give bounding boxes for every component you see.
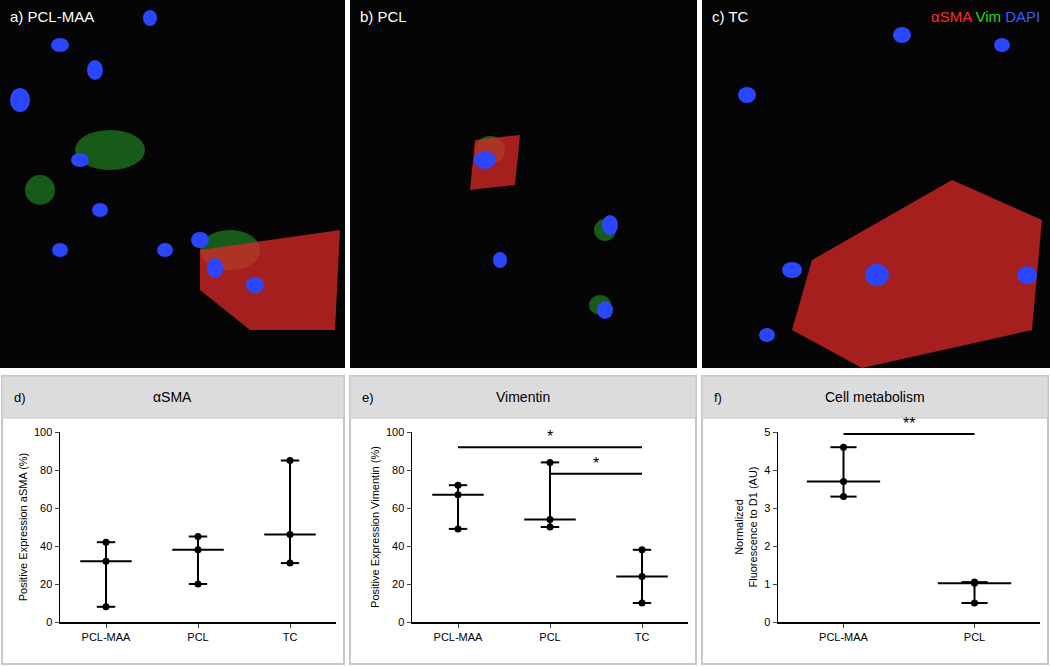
svg-text:**: ** [903, 415, 915, 432]
svg-text:80: 80 [40, 464, 52, 476]
svg-text:Cell metabolism: Cell metabolism [825, 389, 925, 405]
svg-text:1: 1 [764, 578, 770, 590]
svg-text:5: 5 [764, 426, 770, 438]
svg-text:*: * [593, 455, 599, 472]
svg-text:4: 4 [764, 464, 770, 476]
svg-text:40: 40 [392, 540, 404, 552]
svg-text:NormalizedFluorescence to D1 (: NormalizedFluorescence to D1 (AU) [733, 466, 759, 587]
svg-text:c) TC: c) TC [712, 8, 749, 25]
svg-text:αSMA: αSMA [153, 389, 192, 405]
svg-text:40: 40 [40, 540, 52, 552]
svg-text:3: 3 [764, 502, 770, 514]
svg-text:100: 100 [34, 426, 52, 438]
svg-text:60: 60 [392, 502, 404, 514]
svg-text:e): e) [362, 390, 374, 405]
svg-text:PCL-MAA: PCL-MAA [434, 631, 484, 643]
svg-text:20: 20 [40, 578, 52, 590]
svg-text:Vimentin: Vimentin [496, 389, 550, 405]
svg-text:Positive Expression Vimentin (: Positive Expression Vimentin (%) [369, 446, 381, 608]
svg-text:TC: TC [635, 631, 650, 643]
svg-text:b) PCL: b) PCL [360, 8, 407, 25]
svg-text:a) PCL-MAA: a) PCL-MAA [10, 8, 94, 25]
svg-text:PCL-MAA: PCL-MAA [82, 631, 132, 643]
svg-text:20: 20 [392, 578, 404, 590]
svg-text:PCL: PCL [539, 631, 560, 643]
svg-text:Positive Expression aSMA (%): Positive Expression aSMA (%) [17, 453, 29, 602]
svg-text:d): d) [14, 390, 26, 405]
svg-text:PCL-MAA: PCL-MAA [819, 631, 869, 643]
svg-text:PCL: PCL [187, 631, 208, 643]
svg-text:80: 80 [392, 464, 404, 476]
svg-text:PCL: PCL [964, 631, 985, 643]
svg-text:0: 0 [764, 616, 770, 628]
svg-text:100: 100 [386, 426, 404, 438]
svg-text:60: 60 [40, 502, 52, 514]
svg-text:0: 0 [46, 616, 52, 628]
svg-text:TC: TC [283, 631, 298, 643]
svg-text:*: * [547, 428, 553, 445]
svg-text:αSMA Vim DAPI: αSMA Vim DAPI [931, 8, 1040, 25]
svg-text:0: 0 [398, 616, 404, 628]
svg-text:2: 2 [764, 540, 770, 552]
svg-text:f): f) [714, 390, 722, 405]
